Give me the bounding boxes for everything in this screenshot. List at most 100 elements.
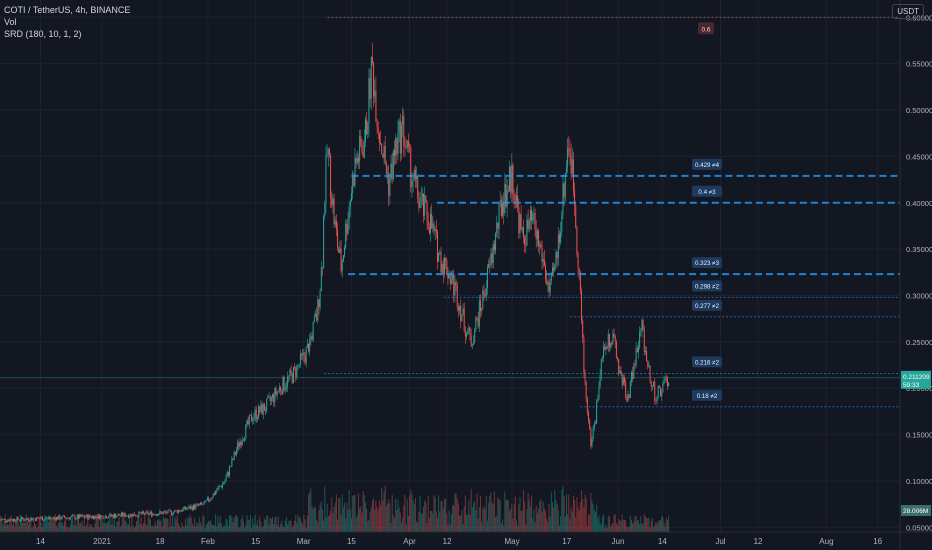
volume-bar	[594, 512, 596, 532]
volume-bar	[84, 526, 86, 532]
candle-body	[441, 263, 443, 273]
volume-bar	[517, 525, 519, 532]
volume-bar	[665, 517, 667, 532]
candle-body	[574, 190, 576, 205]
currency-button[interactable]: USDT	[892, 4, 924, 19]
volume-bar	[509, 511, 511, 532]
volume-bar	[167, 519, 169, 532]
candle-body	[134, 515, 136, 517]
candle-body	[459, 305, 461, 311]
volume-bar	[226, 519, 228, 532]
candle-body	[153, 513, 155, 515]
candle-body	[238, 442, 240, 447]
volume-bar	[596, 504, 598, 532]
candle-body	[261, 404, 263, 415]
candle-body	[630, 372, 632, 382]
candle-body	[15, 521, 17, 522]
volume-bar	[579, 502, 581, 532]
candle-body	[68, 517, 70, 520]
candle-body	[2, 519, 4, 520]
volume-bar	[217, 515, 219, 532]
volume-bar	[148, 517, 150, 532]
candle-body	[90, 516, 92, 518]
candle-body	[241, 440, 243, 445]
candle-body	[617, 357, 619, 360]
candle-body	[647, 360, 649, 367]
candle-body	[416, 176, 418, 179]
candle-body	[403, 115, 405, 147]
candle-body	[658, 386, 660, 388]
candle-body	[663, 379, 665, 384]
volume-bar	[464, 495, 466, 532]
symbol-title[interactable]: COTI / TetherUS, 4h, BINANCE	[4, 5, 131, 15]
candle-body	[129, 516, 131, 518]
candle-body	[105, 515, 107, 519]
volume-bar	[626, 526, 628, 532]
candle-body	[402, 115, 404, 126]
volume-bar	[383, 491, 385, 532]
candle-body	[312, 321, 314, 340]
candle-body	[233, 452, 235, 460]
candle-body	[624, 377, 626, 383]
candle-body	[5, 521, 7, 522]
candle-body	[406, 140, 408, 148]
candle-body	[25, 518, 27, 521]
volume-bar	[477, 518, 479, 532]
volume-bar	[202, 514, 204, 532]
volume-bar	[291, 527, 293, 532]
volume-bar	[392, 515, 394, 532]
volume-indicator-label[interactable]: Vol	[4, 17, 17, 27]
support-resistance-levels: 0.6 0.429 ≠4 0.4 ≠3 0.323 ≠3 0.298 ≠2 0.277 ≠…	[324, 16, 900, 408]
candle-body	[196, 503, 198, 505]
candle-body	[60, 518, 62, 520]
candle-body	[528, 221, 530, 230]
volume-bar	[289, 520, 291, 532]
volume-bar	[140, 517, 142, 532]
volume-bar	[639, 524, 641, 532]
candle-body	[447, 274, 449, 279]
candle-body	[556, 252, 558, 259]
candle-body	[217, 487, 219, 491]
candle-body	[440, 251, 442, 273]
volume-bar	[369, 511, 371, 532]
volume-bar	[352, 496, 354, 532]
candle-body	[355, 157, 357, 164]
volume-bar	[576, 497, 578, 532]
volume-bar	[554, 489, 556, 532]
volume-bar	[215, 514, 217, 532]
volume-bar	[549, 516, 551, 532]
volume-bar	[280, 524, 282, 532]
volume-bar	[435, 511, 437, 532]
volume-bar	[606, 527, 608, 532]
candle-body	[457, 307, 459, 311]
volume-bar	[553, 507, 555, 532]
volume-bar	[80, 522, 82, 532]
volume-bar	[648, 517, 650, 532]
candle-body	[80, 514, 82, 517]
volume-bar	[340, 514, 342, 532]
volume-bar	[371, 500, 373, 532]
volume-bar	[347, 509, 349, 532]
candle-body	[655, 400, 657, 401]
volume-bar	[233, 517, 235, 532]
volume-bar	[198, 517, 200, 532]
candle-body	[55, 517, 57, 521]
candle-body	[319, 290, 321, 308]
candle-body	[601, 357, 603, 359]
candle-body	[632, 372, 634, 380]
volume-bar	[344, 502, 346, 532]
candle-body	[534, 213, 536, 231]
candle-body	[58, 515, 60, 520]
candle-body	[16, 517, 18, 522]
candle-body	[43, 519, 45, 521]
srd-indicator-label[interactable]: SRD (180, 10, 1, 2)	[4, 29, 82, 39]
volume-bar	[266, 515, 268, 532]
candle-body	[461, 314, 463, 321]
volume-bar	[637, 520, 639, 532]
price-tick-label: 0.55000	[906, 60, 932, 69]
candle-body	[31, 518, 33, 521]
time-tick-label: 14	[658, 537, 667, 546]
volume-bar	[453, 505, 455, 532]
candle-body	[425, 195, 427, 203]
